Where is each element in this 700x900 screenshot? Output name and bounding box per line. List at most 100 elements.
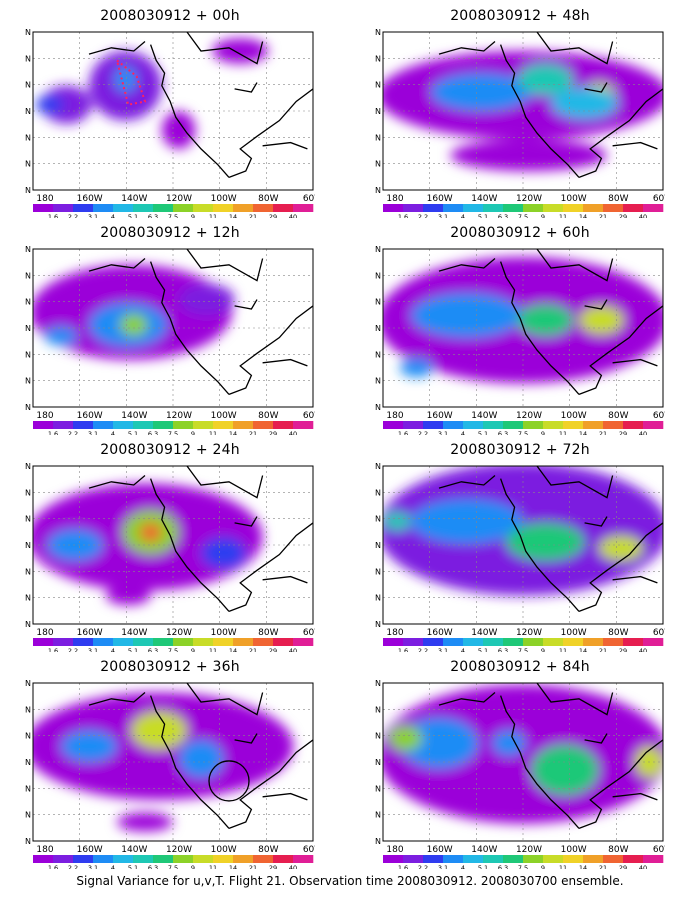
latitude-label: 10N bbox=[25, 837, 31, 846]
colorbar-label: 1.6 bbox=[48, 864, 58, 869]
longitude-label: 60W bbox=[653, 845, 665, 855]
colorbar-swatch bbox=[543, 855, 564, 863]
colorbar-label: 14 bbox=[579, 213, 587, 218]
colorbar-swatch bbox=[643, 855, 664, 863]
colorbar-swatch bbox=[93, 855, 114, 863]
latitude-label: 30N bbox=[375, 567, 381, 576]
colorbar-label: 11 bbox=[559, 647, 567, 652]
longitude-label: 140W bbox=[471, 845, 497, 855]
colorbar-swatch bbox=[133, 204, 154, 212]
latitude-label: 10N bbox=[375, 186, 381, 195]
variance-contour bbox=[598, 535, 644, 561]
colorbar-label: 21 bbox=[599, 864, 607, 869]
longitude-label: 100W bbox=[211, 194, 237, 204]
variance-contour bbox=[61, 730, 117, 762]
colorbar-label: 6.3 bbox=[148, 430, 158, 435]
map-panel: 2008030912 + 48h 70N 60N 50N 40N 30N 20N 10N 180… bbox=[375, 8, 665, 220]
colorbar-swatch bbox=[503, 638, 524, 646]
colorbar-swatch bbox=[133, 638, 154, 646]
colorbar-label: 1.6 bbox=[48, 213, 58, 218]
longitude-label: 80W bbox=[608, 628, 628, 638]
longitude-label: 180 bbox=[36, 845, 53, 855]
colorbar-swatch bbox=[33, 204, 54, 212]
colorbar-label: 4 bbox=[461, 430, 465, 435]
variance-contour bbox=[41, 85, 92, 124]
latitude-label: 50N bbox=[25, 515, 31, 524]
colorbar-swatch bbox=[543, 638, 564, 646]
longitude-label: 100W bbox=[211, 411, 237, 421]
colorbar-swatch bbox=[293, 204, 314, 212]
colorbar-swatch bbox=[383, 638, 404, 646]
colorbar-swatch bbox=[113, 421, 134, 429]
colorbar-label: 11 bbox=[559, 213, 567, 218]
colorbar-swatch bbox=[213, 638, 234, 646]
colorbar-swatch bbox=[603, 855, 624, 863]
variance-contour bbox=[411, 293, 523, 338]
latitude-label: 70N bbox=[25, 462, 31, 471]
colorbar-swatch bbox=[273, 638, 294, 646]
longitude-label: 120W bbox=[166, 194, 192, 204]
panel-title: 2008030912 + 84h bbox=[450, 659, 590, 675]
colorbar-label: 9 bbox=[191, 213, 195, 218]
variance-map: 70N 60N 50N 40N 30N 20N 10N 180 160W 140W 120W 100W… bbox=[375, 245, 665, 435]
variance-contour bbox=[492, 730, 526, 756]
colorbar-label: 29 bbox=[269, 213, 277, 218]
colorbar-label: 1.6 bbox=[48, 647, 58, 652]
colorbar-label: 2.2 bbox=[418, 864, 428, 869]
colorbar-label: 3.1 bbox=[88, 864, 98, 869]
colorbar-label: 40 bbox=[639, 864, 647, 869]
colorbar-swatch bbox=[153, 855, 174, 863]
panel-title: 2008030912 + 36h bbox=[100, 659, 240, 675]
colorbar-swatch bbox=[213, 421, 234, 429]
colorbar-swatch bbox=[423, 638, 444, 646]
latitude-label: 30N bbox=[375, 133, 381, 142]
longitude-label: 120W bbox=[166, 845, 192, 855]
panel-title: 2008030912 + 48h bbox=[450, 8, 590, 24]
colorbar-label: 6.3 bbox=[498, 213, 508, 218]
longitude-label: 140W bbox=[121, 194, 147, 204]
colorbar-label: 29 bbox=[619, 430, 627, 435]
longitude-label: 160W bbox=[77, 194, 103, 204]
colorbar-label: 6.3 bbox=[498, 647, 508, 652]
colorbar-swatch bbox=[583, 421, 604, 429]
colorbar-swatch bbox=[33, 421, 54, 429]
longitude-label: 140W bbox=[121, 411, 147, 421]
longitude-label: 120W bbox=[516, 194, 542, 204]
longitude-label: 160W bbox=[427, 628, 453, 638]
colorbar-label: 4 bbox=[461, 864, 465, 869]
colorbar-swatch bbox=[483, 421, 504, 429]
colorbar-label: 21 bbox=[249, 864, 257, 869]
variance-contour bbox=[178, 739, 224, 778]
colorbar-swatch bbox=[563, 204, 584, 212]
map-panel: 2008030912 + 00h 70N 60N 50N 40N 30N 20N 10N 180… bbox=[25, 8, 315, 220]
longitude-label: 160W bbox=[77, 628, 103, 638]
colorbar-label: 29 bbox=[269, 430, 277, 435]
variance-contour bbox=[517, 304, 574, 336]
colorbar-swatch bbox=[253, 204, 274, 212]
coastline bbox=[88, 249, 313, 396]
latitude-label: 10N bbox=[25, 620, 31, 629]
longitude-label: 180 bbox=[36, 411, 53, 421]
latitude-label: 60N bbox=[25, 271, 31, 280]
colorbar-label: 6.3 bbox=[148, 213, 158, 218]
colorbar-label: 9 bbox=[541, 647, 545, 652]
latitude-label: 40N bbox=[375, 758, 381, 767]
colorbar-swatch bbox=[273, 204, 294, 212]
longitude-label: 100W bbox=[561, 628, 587, 638]
colorbar-label: 2.2 bbox=[418, 213, 428, 218]
latitude-label: 20N bbox=[375, 160, 381, 169]
colorbar-swatch bbox=[133, 855, 154, 863]
longitude-label: 160W bbox=[77, 845, 103, 855]
colorbar-label: 5.1 bbox=[128, 647, 138, 652]
colorbar-swatch bbox=[233, 204, 254, 212]
colorbar-label: 14 bbox=[229, 647, 237, 652]
colorbar-label: 4 bbox=[461, 647, 465, 652]
colorbar-label: 2.2 bbox=[68, 864, 78, 869]
panel-title: 2008030912 + 12h bbox=[100, 225, 240, 241]
colorbar-label: 21 bbox=[599, 213, 607, 218]
latitude-label: 50N bbox=[25, 732, 31, 741]
colorbar-label: 4 bbox=[111, 430, 115, 435]
colorbar-label: 40 bbox=[639, 213, 647, 218]
latitude-label: 50N bbox=[375, 515, 381, 524]
colorbar-label: 6.3 bbox=[148, 647, 158, 652]
